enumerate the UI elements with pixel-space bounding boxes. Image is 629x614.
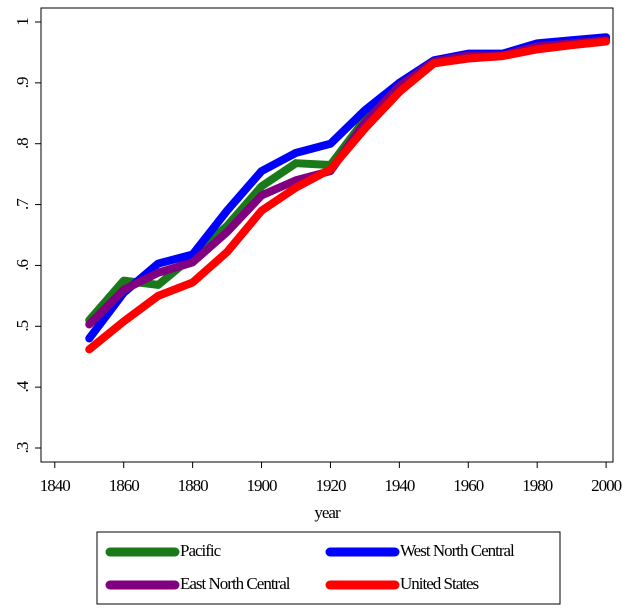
legend-label: Pacific	[180, 541, 222, 560]
y-tick-label: 1	[13, 18, 32, 26]
x-tick-label: 1960	[453, 476, 484, 495]
y-tick-label: .5	[13, 320, 32, 331]
plot-frame	[40, 7, 614, 463]
series-line	[85, 37, 611, 354]
y-tick-label: .8	[13, 138, 32, 149]
legend-frame	[96, 531, 561, 605]
x-tick-label: 1900	[247, 476, 278, 495]
legend-label: United States	[400, 574, 479, 593]
x-tick-label: 1880	[178, 476, 209, 495]
y-tick-label: .4	[13, 380, 32, 392]
x-tick-label: 1840	[40, 476, 71, 495]
y-tick-label: .6	[13, 260, 32, 271]
y-tick-label: .9	[13, 77, 32, 88]
x-tick-label: 1980	[522, 476, 553, 495]
legend-label: West North Central	[400, 541, 515, 560]
x-tick-label: 1940	[384, 476, 415, 495]
legend-label: East North Central	[180, 574, 291, 593]
x-tick-label: 1920	[315, 476, 346, 495]
x-tick-label: 2000	[591, 476, 622, 495]
y-tick-label: .3	[13, 442, 32, 453]
series-line	[85, 35, 611, 325]
x-axis-label: year	[314, 503, 341, 522]
y-tick-label: .7	[13, 198, 32, 210]
x-tick-label: 1860	[109, 476, 140, 495]
